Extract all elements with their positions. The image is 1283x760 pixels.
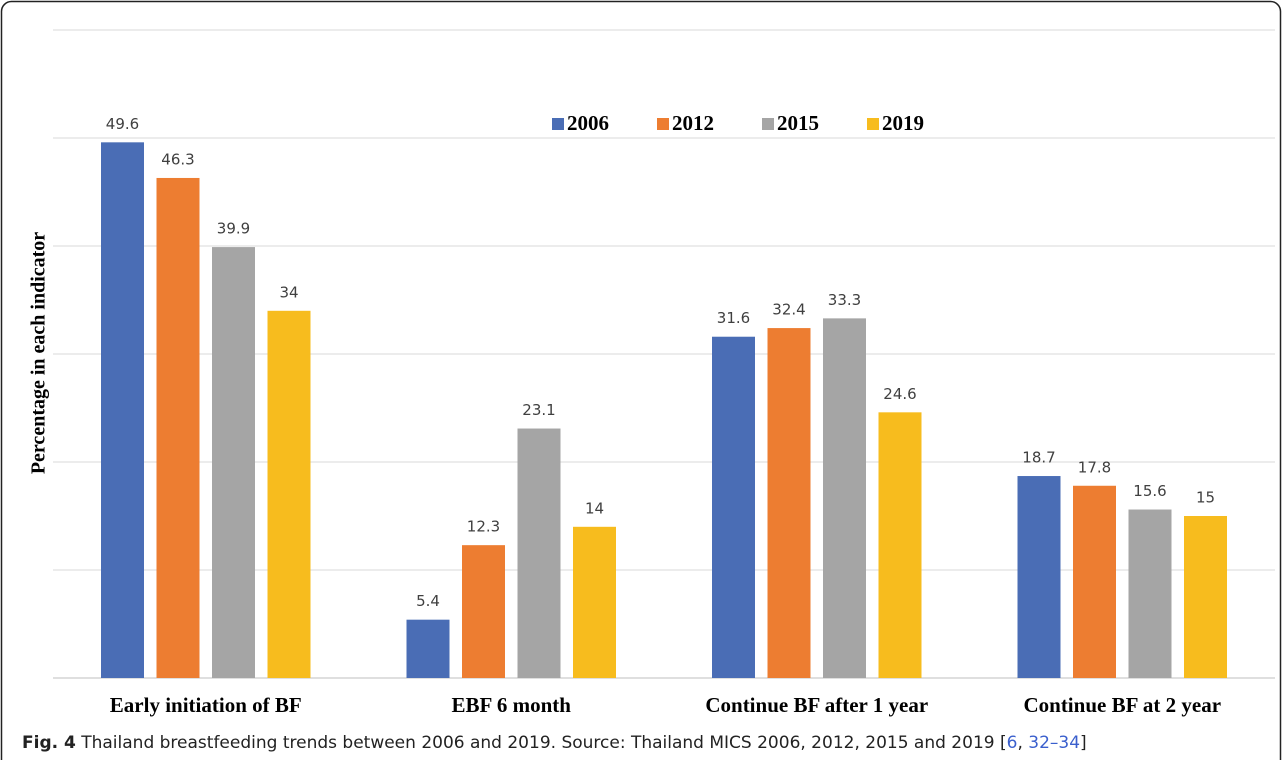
data-label: 15 [1196,489,1215,507]
x-tick-label: EBF 6 month [452,693,572,717]
caption-sep: , [1017,733,1028,753]
bar [517,428,561,678]
bar [156,177,200,678]
legend-swatch [552,118,564,130]
data-label: 49.6 [106,115,139,133]
caption-label: Fig. 4 [22,733,76,753]
data-label: 24.6 [883,385,916,403]
caption-ref[interactable]: 32–34 [1028,733,1080,753]
bar [267,310,311,678]
bar [712,336,755,678]
caption-text: Thailand breastfeeding trends between 20… [76,733,1007,753]
bar [406,619,450,678]
data-label: 31.6 [717,309,750,327]
data-label: 34 [279,283,298,301]
data-label: 18.7 [1022,449,1055,467]
caption: Fig. 4 Thailand breastfeeding trends bet… [22,733,1087,753]
legend-label: 2019 [882,111,924,135]
bar [101,142,144,678]
caption-end: ] [1080,733,1087,753]
bar [1017,476,1061,678]
bar [1073,485,1116,678]
legend-swatch [867,118,879,130]
x-tick-label: Continue BF after 1 year [705,693,928,717]
caption-ref[interactable]: 6 [1007,733,1018,753]
data-label: 23.1 [522,401,555,419]
x-tick-label: Continue BF at 2 year [1023,693,1221,717]
data-label: 32.4 [772,301,805,319]
data-label: 33.3 [828,291,861,309]
legend-swatch [657,118,669,130]
bar [767,328,811,678]
legend-label: 2015 [777,111,819,135]
data-label: 14 [585,499,604,517]
data-label: 12.3 [467,518,500,536]
x-tick-label: Early initiation of BF [110,693,302,717]
data-label: 5.4 [416,592,440,610]
legend-label: 2006 [567,111,609,135]
data-label: 46.3 [161,150,194,168]
bar [462,545,505,678]
data-label: 17.8 [1078,458,1111,476]
bar [212,247,255,678]
bar [573,526,616,678]
bar [878,412,922,678]
bar [1128,509,1172,678]
data-label: 39.9 [217,220,250,238]
bar [1184,516,1227,678]
bar [823,318,866,678]
legend-label: 2012 [672,111,714,135]
data-label: 15.6 [1133,482,1166,500]
y-axis-label: Percentage in each indicator [28,232,50,474]
legend-swatch [762,118,774,130]
